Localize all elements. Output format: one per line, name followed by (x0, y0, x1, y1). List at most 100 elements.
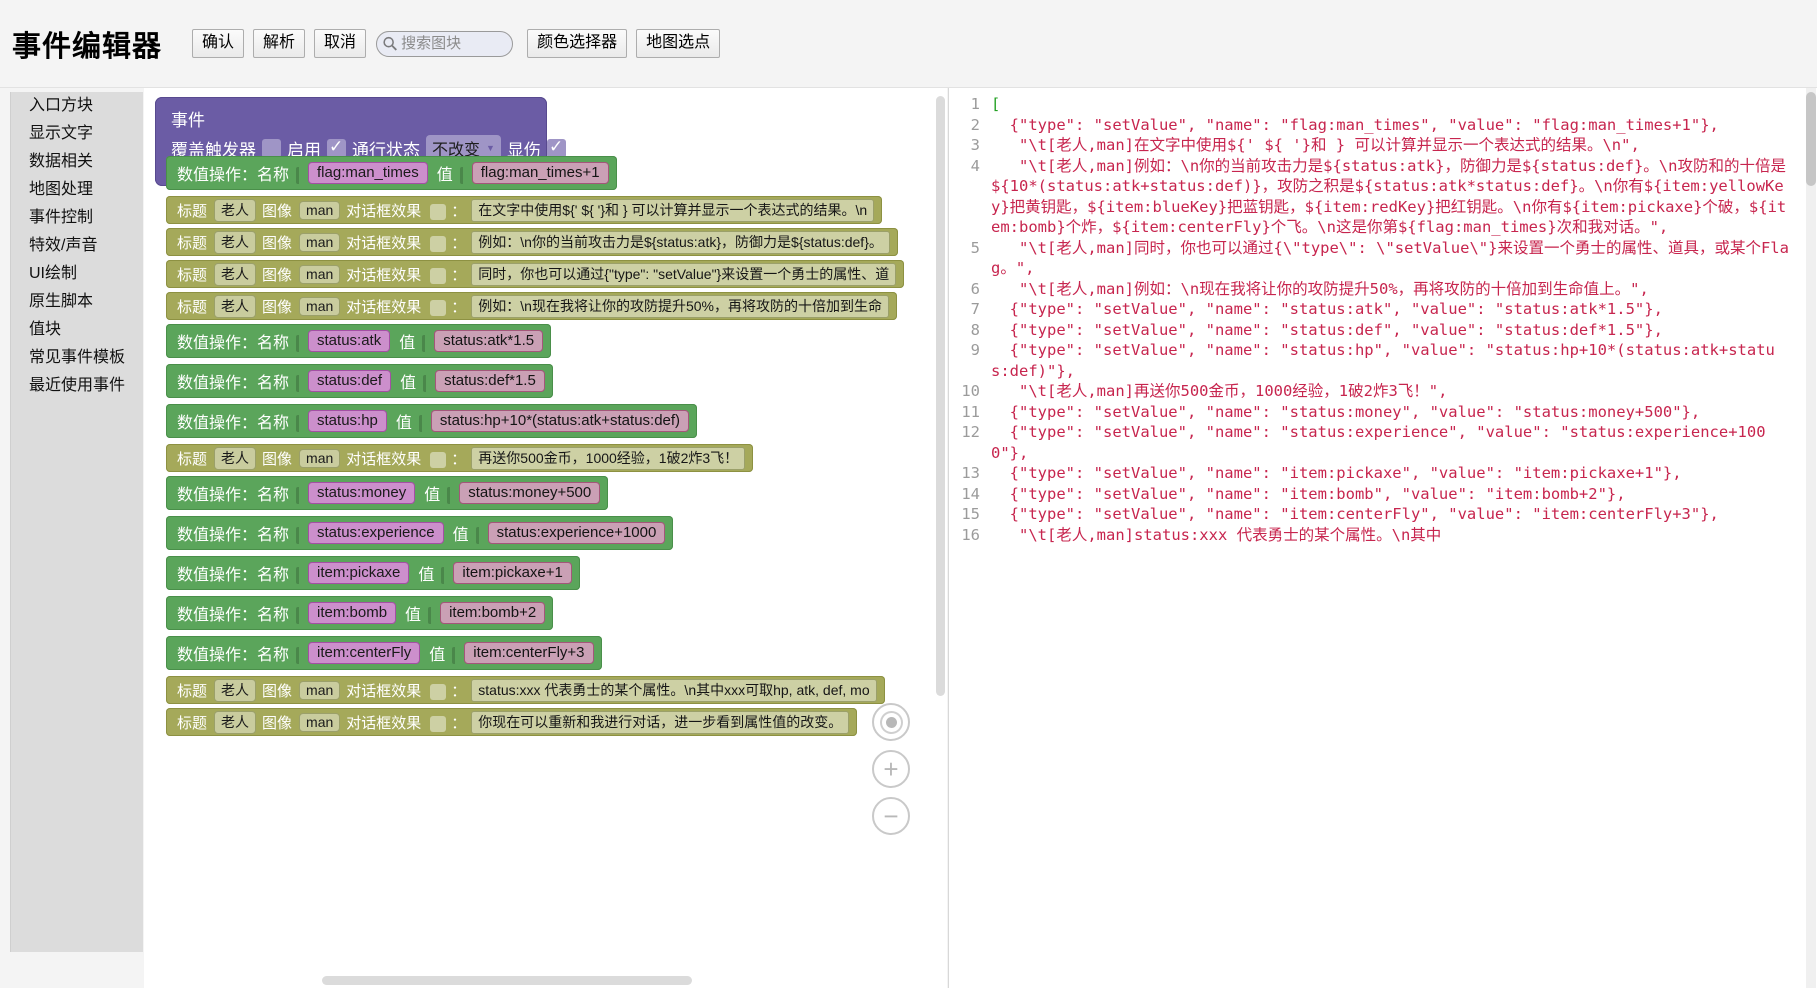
json-scrollbar-thumb[interactable] (1806, 92, 1816, 186)
setvalue-value-field[interactable]: status:hp+10*(status:atk+status:def) (430, 410, 690, 432)
title-image-field[interactable]: man (299, 232, 341, 252)
dialog-effect-checkbox[interactable] (430, 452, 447, 468)
override-trigger-checkbox[interactable] (262, 139, 281, 158)
parse-button[interactable]: 解析 (253, 29, 306, 58)
title-text-block[interactable]: 标题 老人 图像 man 对话框效果 ：例如：\n现在我将让你的攻防提升50%，再将攻防的… (166, 292, 897, 320)
sidebar-item-event-control[interactable]: 事件控制 (29, 209, 94, 226)
setvalue-block[interactable]: 数值操作：名称 item:bomb 值 item:bomb+2 (166, 596, 554, 630)
setvalue-block[interactable]: 数值操作：名称 status:def 值 status:def*1.5 (166, 364, 553, 398)
setvalue-value-field[interactable]: status:experience+1000 (487, 522, 666, 544)
json-code-panel[interactable]: 1[2 {"type": "setValue", "name": "flag:m… (948, 88, 1817, 988)
setvalue-name-field[interactable]: status:experience (308, 522, 444, 544)
setvalue-name-field[interactable]: item:centerFly (308, 642, 421, 664)
sidebar-item-effect-sound[interactable]: 特效/声音 (29, 237, 98, 254)
setvalue-name-field[interactable]: status:money (308, 482, 416, 504)
sidebar-item-map[interactable]: 地图处理 (29, 181, 94, 198)
title-image-field[interactable]: man (299, 712, 341, 732)
setvalue-value-field[interactable]: item:centerFly+3 (464, 642, 594, 664)
title-text-block[interactable]: 标题 老人 图像 man 对话框效果 ：再送你500金币，1000经验，1破2炸3飞！ (166, 444, 754, 472)
setvalue-name-field[interactable]: status:def (308, 370, 392, 392)
dialog-effect-checkbox[interactable] (430, 268, 447, 284)
title-image-field[interactable]: man (299, 264, 341, 284)
title-name-field[interactable]: 老人 (214, 262, 257, 286)
search-box[interactable] (376, 30, 514, 57)
sidebar-item-recent-events[interactable]: 最近使用事件 (29, 377, 126, 394)
dialog-effect-checkbox[interactable] (430, 236, 447, 252)
sidebar-item-value-block[interactable]: 值块 (29, 321, 62, 338)
setvalue-block[interactable]: 数值操作：名称 item:pickaxe 值 item:pickaxe+1 (166, 556, 580, 590)
code-text[interactable]: {"type": "setValue", "name": "status:hp"… (991, 341, 1775, 380)
code-text[interactable]: {"type": "setValue", "name": "item:picka… (991, 464, 1682, 482)
setvalue-block[interactable]: 数值操作：名称 status:hp 值 status:hp+10*(status:at… (166, 404, 698, 438)
setvalue-value-field[interactable]: status:money+500 (459, 482, 601, 504)
title-text-field[interactable]: 例如：\n现在我将让你的攻防提升50%，再将攻防的十倍加到生命 (471, 294, 889, 318)
center-target-icon[interactable] (872, 703, 910, 741)
cancel-button[interactable]: 取消 (314, 29, 367, 58)
setvalue-block[interactable]: 数值操作：名称 status:experience 值 status:experien… (166, 516, 674, 550)
sidebar-item-entry-block[interactable]: 入口方块 (29, 97, 94, 114)
sidebar-item-show-text[interactable]: 显示文字 (29, 125, 94, 142)
setvalue-block[interactable]: 数值操作：名称 item:centerFly 值 item:centerFly+3 (166, 636, 602, 670)
json-scrollbar-track[interactable] (1806, 88, 1816, 988)
setvalue-block[interactable]: 数值操作：名称 status:atk 值 status:atk*1.5 (166, 324, 552, 358)
setvalue-value-field[interactable]: item:bomb+2 (440, 602, 546, 624)
title-text-block[interactable]: 标题 老人 图像 man 对话框效果 ：同时，你也可以通过{"type": "setVal… (166, 260, 905, 288)
code-text[interactable]: {"type": "setValue", "name": "status:mon… (991, 402, 1701, 421)
code-text[interactable]: {"type": "setValue", "name": "status:atk… (991, 300, 1663, 318)
blockly-canvas[interactable]: 事件 覆盖触发器 启用 通行状态 不改变 ▼ 显伤 数值操作：名称 flag:ma… (144, 88, 947, 988)
code-text[interactable]: {"type": "setValue", "name": "flag:man_t… (991, 115, 1719, 134)
code-text[interactable]: [ (991, 95, 1001, 113)
enable-checkbox[interactable] (327, 136, 346, 158)
code-text[interactable]: {"type": "setValue", "name": "status:exp… (991, 423, 1766, 462)
setvalue-value-field[interactable]: status:def*1.5 (435, 370, 545, 392)
title-name-field[interactable]: 老人 (214, 230, 257, 254)
show-damage-checkbox[interactable] (546, 136, 566, 158)
title-text-field[interactable]: 再送你500金币，1000经验，1破2炸3飞！ (471, 446, 746, 470)
setvalue-block[interactable]: 数值操作：名称 status:money 值 status:money+500 (166, 476, 609, 510)
zoom-in-button[interactable]: + (872, 750, 910, 788)
code-text[interactable]: "\t[老人,man]例如：\n你的当前攻击力是${status:atk}，防御… (991, 156, 1787, 237)
zoom-out-button[interactable]: − (872, 797, 910, 835)
dialog-effect-checkbox[interactable] (430, 684, 447, 700)
map-point-button[interactable]: 地图选点 (636, 29, 721, 58)
setvalue-name-field[interactable]: item:pickaxe (308, 562, 410, 584)
code-text[interactable]: {"type": "setValue", "name": "item:cente… (991, 505, 1719, 523)
title-name-field[interactable]: 老人 (214, 294, 257, 318)
setvalue-name-field[interactable]: status:atk (308, 330, 391, 352)
dialog-effect-checkbox[interactable] (430, 716, 447, 732)
dialog-effect-checkbox[interactable] (430, 204, 447, 220)
code-text[interactable]: "\t[老人,man]再送你500金币，1000经验，1破2炸3飞！", (991, 382, 1448, 400)
color-picker-button[interactable]: 颜色选择器 (527, 29, 628, 58)
title-text-field[interactable]: 例如：\n你的当前攻击力是${status:atk}，防御力是${status:… (471, 230, 890, 254)
code-text[interactable]: "\t[老人,man]同时，你也可以通过{\"type\": \"setValu… (991, 238, 1789, 278)
canvas-vertical-scrollbar[interactable] (936, 96, 945, 696)
sidebar-item-ui-draw[interactable]: UI绘制 (29, 265, 78, 282)
setvalue-name-field[interactable]: status:hp (308, 410, 387, 432)
search-input[interactable] (399, 35, 502, 52)
title-image-field[interactable]: man (299, 296, 341, 316)
title-text-block[interactable]: 标题 老人 图像 man 对话框效果 ：你现在可以重新和我进行对话，进一步看到属性值的改变… (166, 708, 858, 736)
title-text-field[interactable]: 在文字中使用${' ${ '}和 } 可以计算并显示一个表达式的结果。\n (471, 198, 875, 222)
setvalue-block[interactable]: 数值操作：名称 flag:man_times 值 flag:man_times+1 (166, 156, 617, 190)
setvalue-name-field[interactable]: item:bomb (308, 602, 397, 624)
title-name-field[interactable]: 老人 (214, 198, 257, 222)
title-image-field[interactable]: man (299, 448, 341, 468)
sidebar-item-common-templates[interactable]: 常见事件模板 (29, 349, 126, 366)
title-name-field[interactable]: 老人 (214, 446, 257, 470)
title-text-field[interactable]: status:xxx 代表勇士的某个属性。\n其中xxx可取hp, atk, d… (471, 678, 877, 702)
title-text-block[interactable]: 标题 老人 图像 man 对话框效果 ： status:xxx 代表勇士的某个属性。\n其中… (166, 676, 885, 704)
canvas-horizontal-scrollbar[interactable] (322, 976, 692, 985)
dialog-effect-checkbox[interactable] (430, 300, 447, 316)
title-name-field[interactable]: 老人 (214, 710, 257, 734)
code-text[interactable]: "\t[老人,man]例如：\n现在我将让你的攻防提升50%，再将攻防的十倍加到… (991, 279, 1649, 298)
confirm-button[interactable]: 确认 (192, 29, 245, 58)
code-text[interactable]: "\t[老人,man]在文字中使用${' ${ '}和 } 可以计算并显示一个表… (991, 136, 1640, 154)
title-text-block[interactable]: 标题 老人 图像 man 对话框效果 ：例如：\n你的当前攻击力是${status:atk… (166, 228, 898, 256)
code-text[interactable]: {"type": "setValue", "name": "status:def… (991, 320, 1663, 339)
sidebar-item-data[interactable]: 数据相关 (29, 153, 94, 170)
setvalue-value-field[interactable]: item:pickaxe+1 (453, 562, 572, 584)
setvalue-name-field[interactable]: flag:man_times (308, 162, 428, 184)
code-text[interactable]: "\t[老人,man]status:xxx 代表勇士的某个属性。\n其中 (991, 525, 1442, 544)
title-text-block[interactable]: 标题 老人 图像 man 对话框效果 ：在文字中使用${' ${ '}和 } 可以计算并显… (166, 196, 883, 224)
title-image-field[interactable]: man (299, 200, 341, 220)
